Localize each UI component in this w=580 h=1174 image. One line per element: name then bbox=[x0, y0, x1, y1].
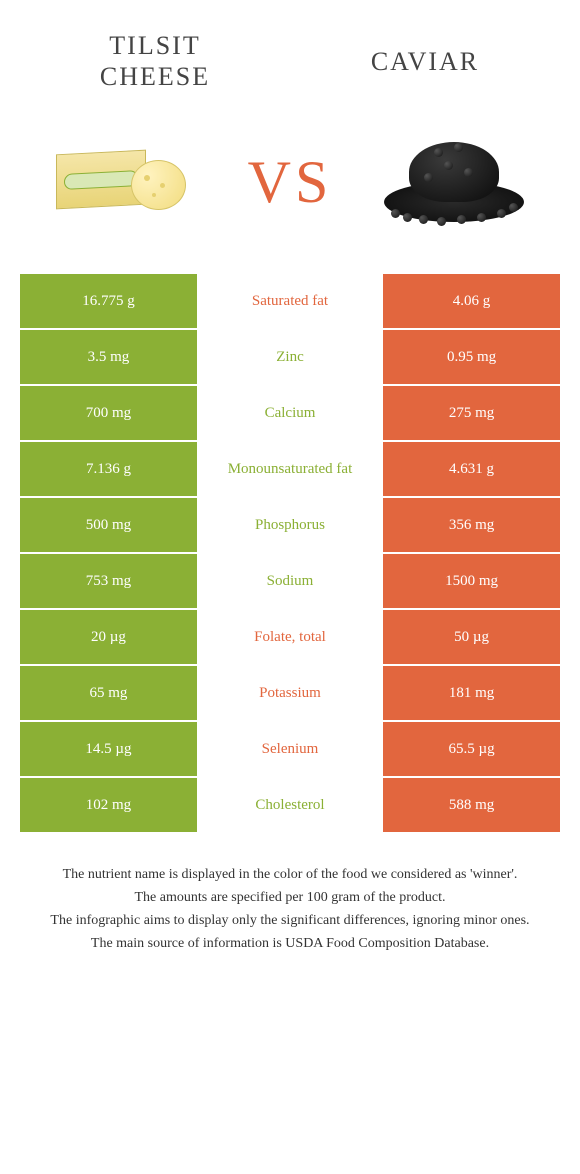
nutrient-name-cell: Cholesterol bbox=[199, 778, 381, 832]
right-value-cell: 4.06 g bbox=[383, 274, 560, 328]
images-row: VS bbox=[0, 102, 580, 272]
right-value-cell: 1500 mg bbox=[383, 554, 560, 608]
right-food-title: CAVIAR bbox=[325, 46, 525, 77]
right-value-cell: 4.631 g bbox=[383, 442, 560, 496]
table-row: 7.136 gMonounsaturated fat4.631 g bbox=[20, 442, 560, 496]
right-food-image bbox=[364, 122, 544, 242]
left-value-cell: 20 µg bbox=[20, 610, 197, 664]
nutrient-name-cell: Folate, total bbox=[199, 610, 381, 664]
footer-notes: The nutrient name is displayed in the co… bbox=[0, 834, 580, 954]
left-food-image bbox=[36, 122, 216, 242]
caviar-icon bbox=[379, 132, 529, 232]
right-value-cell: 588 mg bbox=[383, 778, 560, 832]
vs-text: VS bbox=[248, 148, 333, 217]
left-value-cell: 753 mg bbox=[20, 554, 197, 608]
left-value-cell: 3.5 mg bbox=[20, 330, 197, 384]
left-value-cell: 14.5 µg bbox=[20, 722, 197, 776]
footer-line: The amounts are specified per 100 gram o… bbox=[40, 887, 540, 908]
right-value-cell: 0.95 mg bbox=[383, 330, 560, 384]
right-value-cell: 50 µg bbox=[383, 610, 560, 664]
left-value-cell: 700 mg bbox=[20, 386, 197, 440]
nutrient-name-cell: Saturated fat bbox=[199, 274, 381, 328]
table-row: 3.5 mgZinc0.95 mg bbox=[20, 330, 560, 384]
nutrient-name-cell: Selenium bbox=[199, 722, 381, 776]
nutrient-name-cell: Potassium bbox=[199, 666, 381, 720]
left-value-cell: 102 mg bbox=[20, 778, 197, 832]
table-row: 16.775 gSaturated fat4.06 g bbox=[20, 274, 560, 328]
right-value-cell: 275 mg bbox=[383, 386, 560, 440]
table-row: 500 mgPhosphorus356 mg bbox=[20, 498, 560, 552]
right-value-cell: 65.5 µg bbox=[383, 722, 560, 776]
table-row: 20 µgFolate, total50 µg bbox=[20, 610, 560, 664]
comparison-table: 16.775 gSaturated fat4.06 g3.5 mgZinc0.9… bbox=[18, 272, 562, 834]
left-value-cell: 65 mg bbox=[20, 666, 197, 720]
cheese-icon bbox=[56, 142, 196, 222]
right-value-cell: 356 mg bbox=[383, 498, 560, 552]
left-value-cell: 7.136 g bbox=[20, 442, 197, 496]
comparison-table-wrap: 16.775 gSaturated fat4.06 g3.5 mgZinc0.9… bbox=[0, 272, 580, 834]
left-value-cell: 16.775 g bbox=[20, 274, 197, 328]
table-row: 700 mgCalcium275 mg bbox=[20, 386, 560, 440]
footer-line: The main source of information is USDA F… bbox=[40, 933, 540, 954]
footer-line: The infographic aims to display only the… bbox=[40, 910, 540, 931]
header: TILSIT CHEESE CAVIAR bbox=[0, 0, 580, 102]
nutrient-name-cell: Calcium bbox=[199, 386, 381, 440]
nutrient-name-cell: Zinc bbox=[199, 330, 381, 384]
table-row: 102 mgCholesterol588 mg bbox=[20, 778, 560, 832]
footer-line: The nutrient name is displayed in the co… bbox=[40, 864, 540, 885]
nutrient-name-cell: Sodium bbox=[199, 554, 381, 608]
left-food-title: TILSIT CHEESE bbox=[55, 30, 255, 92]
table-row: 65 mgPotassium181 mg bbox=[20, 666, 560, 720]
table-row: 753 mgSodium1500 mg bbox=[20, 554, 560, 608]
nutrient-name-cell: Phosphorus bbox=[199, 498, 381, 552]
nutrient-name-cell: Monounsaturated fat bbox=[199, 442, 381, 496]
right-value-cell: 181 mg bbox=[383, 666, 560, 720]
table-row: 14.5 µgSelenium65.5 µg bbox=[20, 722, 560, 776]
left-value-cell: 500 mg bbox=[20, 498, 197, 552]
